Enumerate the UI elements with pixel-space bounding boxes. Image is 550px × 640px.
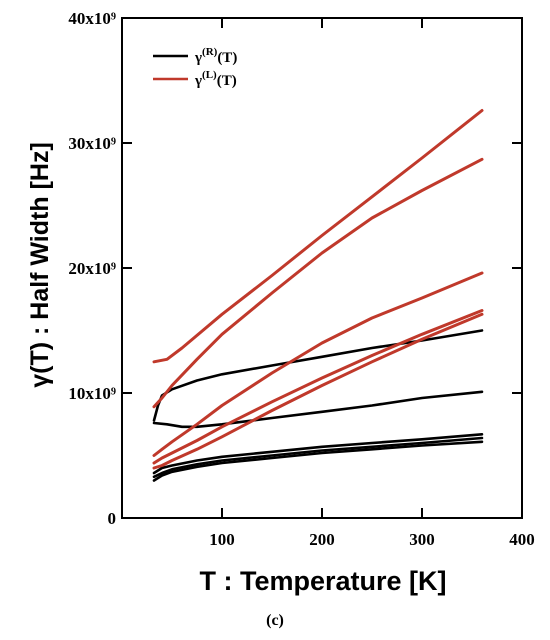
- figure-caption: (c): [266, 612, 284, 629]
- series-line-r-4: [152, 440, 484, 482]
- x-axis-label: T : Temperature [K]: [199, 566, 446, 596]
- series-line-r-1: [152, 390, 484, 429]
- x-tick-label: 400: [509, 530, 535, 549]
- curves-layer: [152, 109, 484, 482]
- y-tick-label: 20x10⁹: [68, 259, 116, 278]
- y-tick-label: 10x10⁹: [68, 384, 116, 403]
- x-tick-label: 200: [309, 530, 335, 549]
- y-tick-label: 30x10⁹: [68, 134, 116, 153]
- legend-label-l: γ(L)(T): [194, 69, 237, 89]
- y-axis-label: γ(T) : Half Width [Hz]: [26, 142, 54, 388]
- series-line-l-8: [152, 309, 484, 465]
- x-axis: 100 200 300 400: [209, 18, 535, 549]
- y-tick-label: 40x10⁹: [68, 9, 116, 28]
- series-line-r-2: [152, 433, 484, 475]
- y-axis: 0 10x10⁹ 20x10⁹ 30x10⁹ 40x10⁹: [68, 9, 522, 528]
- series-line-l-7: [152, 271, 484, 457]
- series-line-l-6: [152, 157, 484, 409]
- series-line-l-9: [152, 312, 484, 470]
- series-line-r-3: [152, 436, 484, 479]
- legend-label-r: γ(R)(T): [194, 46, 237, 66]
- legend: γ(R)(T) γ(L)(T): [153, 46, 237, 89]
- y-tick-label: 0: [108, 509, 117, 528]
- x-tick-label: 100: [209, 530, 235, 549]
- x-tick-label: 300: [409, 530, 435, 549]
- series-line-l-5: [152, 109, 484, 364]
